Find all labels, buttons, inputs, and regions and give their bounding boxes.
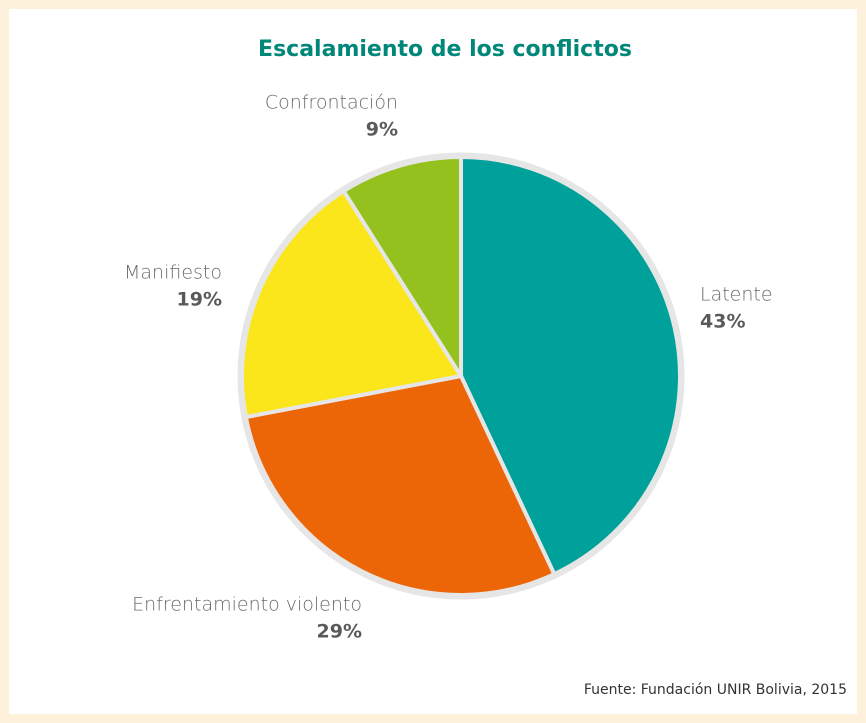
pie-slice — [243, 374, 557, 597]
chart-title: Escalamiento de los conflictos — [258, 37, 632, 62]
slice-label: Manifiesto — [124, 262, 222, 284]
pie-slice — [240, 189, 463, 420]
slice-label: Confrontación — [265, 92, 398, 114]
source-note: Fuente: Fundación UNIR Bolivia, 2015 — [584, 682, 847, 698]
pie-slice — [341, 155, 463, 378]
slice-value-label: 43% — [700, 311, 745, 333]
slice-value-label: 19% — [177, 289, 222, 311]
slice-label: Enfrentamiento violento — [132, 594, 362, 616]
slice-value-label: 29% — [317, 621, 362, 643]
slice-value-label: 9% — [366, 119, 398, 141]
slice-label: Latente — [700, 284, 773, 306]
pie-slice — [459, 155, 682, 577]
